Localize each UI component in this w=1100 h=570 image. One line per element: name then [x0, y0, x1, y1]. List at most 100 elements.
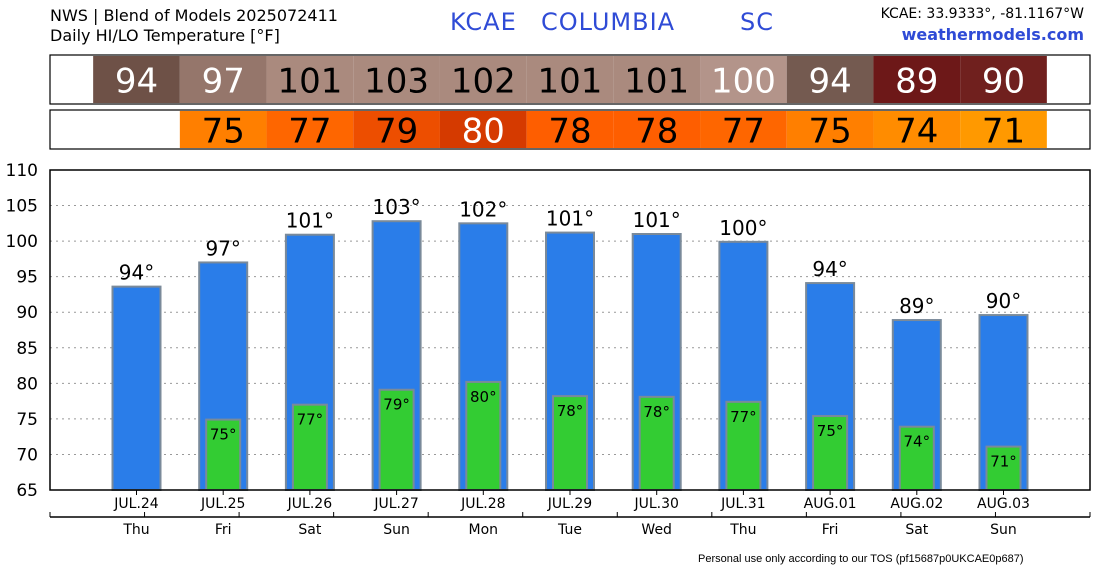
lo-strip-cell [179, 111, 267, 148]
x-date-label: JUL.28 [460, 496, 505, 512]
hi-strip-cell [700, 56, 787, 103]
lo-strip-value: 74 [895, 112, 938, 152]
y-tick-label: 65 [16, 481, 38, 501]
hi-strip-value: 102 [451, 62, 516, 102]
hi-data-label: 100° [719, 216, 767, 240]
hi-data-label: 89° [899, 294, 934, 318]
x-weekday-label: Mon [469, 522, 499, 538]
lo-bar [985, 445, 1022, 491]
station-state: SC [740, 8, 774, 36]
lo-data-label: 78° [643, 403, 670, 421]
y-tick-label: 110 [6, 161, 38, 181]
x-weekday-label: Fri [822, 522, 839, 538]
lo-strip-value: 75 [808, 112, 851, 152]
hi-strip-value: 101 [538, 62, 603, 102]
lo-strip-value: 75 [202, 112, 245, 152]
hi-strip-cell [873, 56, 961, 103]
x-date-label: AUG.02 [890, 496, 943, 512]
lo-data-label: 74° [904, 433, 931, 451]
y-tick-label: 85 [16, 339, 38, 359]
lo-data-label: 79° [383, 396, 410, 414]
x-date-label: JUL.26 [287, 496, 333, 512]
hi-strip-value: 103 [364, 62, 429, 102]
hi-strip-value: 90 [982, 62, 1025, 102]
hi-data-label: 103° [373, 195, 421, 219]
lo-data-label: 77° [297, 411, 324, 429]
hi-data-label: 102° [459, 197, 507, 221]
lo-data-label: 75° [210, 426, 237, 444]
website-link[interactable]: weathermodels.com [901, 25, 1084, 44]
lo-strip-value: 78 [548, 112, 591, 152]
hi-strip-cell [613, 56, 701, 103]
x-weekday-label: Sat [905, 522, 928, 538]
lo-bar [552, 395, 588, 491]
lo-strip-cell [613, 111, 701, 148]
lo-data-label: 75° [817, 422, 844, 440]
y-tick-label: 70 [16, 445, 38, 465]
x-date-label: JUL.27 [373, 496, 418, 512]
lo-strip-value: 78 [635, 112, 678, 152]
hi-strip-value: 94 [808, 62, 851, 102]
station-city: COLUMBIA [541, 8, 676, 36]
lo-strip-cell [439, 111, 527, 148]
chart-title-line-1: NWS | Blend of Models 2025072411 [50, 6, 338, 25]
lo-bar [465, 380, 502, 491]
x-date-label: JUL.30 [633, 496, 678, 512]
station-coordinates: KCAE: 33.9333°, -81.1167°W [880, 6, 1084, 22]
hi-data-label: 101° [286, 209, 334, 233]
y-tick-label: 80 [16, 374, 38, 394]
station-code: KCAE [450, 8, 517, 36]
hi-data-label: 94° [812, 257, 847, 281]
lo-strip-cell [873, 111, 961, 148]
hi-strip-cell [526, 56, 614, 103]
hi-strip-value: 89 [895, 62, 938, 102]
lo-strip-value: 77 [722, 112, 765, 152]
x-date-label: JUL.29 [547, 496, 592, 512]
hi-strip-value: 94 [115, 62, 158, 102]
lo-strip-cell [526, 111, 614, 148]
x-date-label: AUG.01 [804, 496, 857, 512]
lo-strip-value: 71 [982, 112, 1025, 152]
lo-strip-value: 80 [462, 112, 505, 152]
lo-bar [378, 388, 415, 492]
hi-strip-cell [960, 56, 1047, 103]
hi-strip-value: 100 [711, 62, 776, 102]
y-tick-label: 90 [16, 303, 38, 323]
y-tick-label: 105 [6, 197, 38, 217]
x-weekday-label: Tue [557, 522, 582, 538]
hi-data-label: 101° [633, 208, 681, 232]
lo-strip-value: 77 [288, 112, 331, 152]
x-weekday-label: Sun [383, 522, 410, 538]
lo-strip-cell [960, 111, 1047, 148]
x-date-label: JUL.25 [200, 496, 245, 512]
hi-bar [111, 285, 162, 491]
temperature-chart: 94 97 101 103 102 101 101 100 94 89 90 75 77 79 80 78 78… [6, 54, 1091, 538]
hi-strip-cell [179, 56, 267, 103]
lo-bar [205, 418, 242, 492]
hi-strip-cell [439, 56, 527, 103]
hi-strip-cell [266, 56, 354, 103]
hi-strip-value: 97 [202, 62, 245, 102]
plot-area: 65 70 75 80 85 90 95 100 105 110 94° 97° 75° 101° 77° 1… [6, 161, 1091, 538]
x-weekday-label: Sat [298, 522, 321, 538]
hi-data-label: 97° [205, 236, 240, 260]
y-tick-label: 95 [16, 268, 38, 288]
hi-strip-cell [353, 56, 440, 103]
x-date-label: AUG.03 [977, 496, 1030, 512]
x-date-label: JUL.24 [113, 496, 159, 512]
x-weekday-label: Thu [729, 522, 756, 538]
x-weekday-label: Fri [215, 522, 232, 538]
hi-data-label: 94° [119, 261, 154, 285]
lo-strip-value: 79 [375, 112, 418, 152]
hi-strip-cell [786, 56, 874, 103]
hi-data-label: 101° [546, 207, 594, 231]
x-weekday-label: Wed [641, 522, 672, 538]
hi-strip-cell [93, 56, 180, 103]
x-weekday-label: Thu [122, 522, 149, 538]
lo-data-label: 77° [730, 408, 757, 426]
y-tick-label: 75 [16, 410, 38, 430]
lo-strip-cell [93, 111, 180, 148]
x-weekday-label: Sun [990, 522, 1017, 538]
terms-of-service-note: Personal use only according to our TOS (… [698, 553, 1024, 565]
hi-strip-value: 101 [624, 62, 689, 102]
